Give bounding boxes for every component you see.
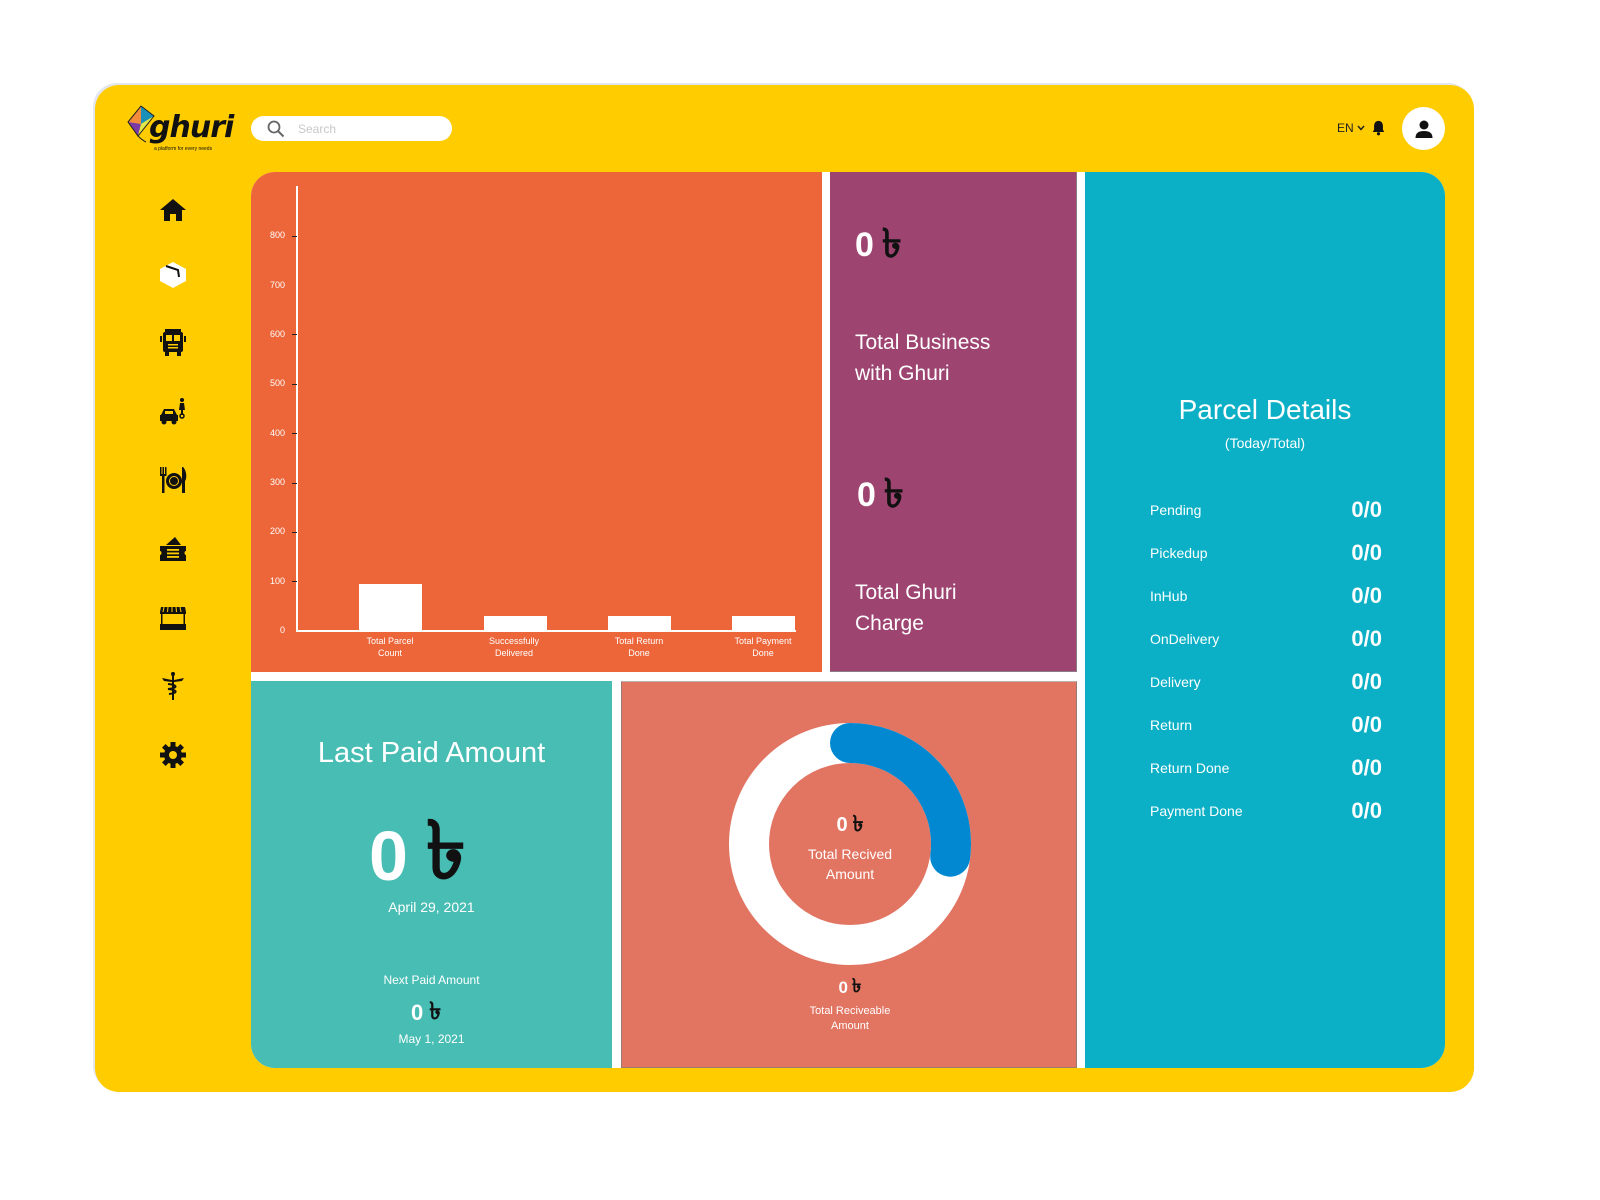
parcel-status-row[interactable]: Delivery 0/0 xyxy=(1150,669,1382,694)
total-charge-amount: 0 ৳ xyxy=(857,462,904,529)
y-tick: 200 xyxy=(269,526,285,536)
ghuri-logo[interactable]: ghuri a platform for every needs xyxy=(124,104,234,154)
sidebar-item-settings[interactable] xyxy=(150,735,196,775)
last-paid-title: Last Paid Amount xyxy=(317,737,546,769)
parcel-details-title: Parcel Details xyxy=(1178,394,1352,425)
y-axis xyxy=(296,186,298,632)
chevron-down-icon xyxy=(1357,125,1365,131)
y-tick: 0 xyxy=(279,625,285,635)
taka-icon: ৳ xyxy=(852,975,862,997)
parcel-status-row[interactable]: Payment Done 0/0 xyxy=(1150,798,1382,823)
shop-icon xyxy=(160,606,186,630)
food-icon xyxy=(160,467,187,493)
sidebar-item-home[interactable] xyxy=(150,190,196,230)
bar-successfully-delivered[interactable] xyxy=(484,616,547,631)
search-icon xyxy=(267,120,285,137)
sidebar-item-ticket[interactable] xyxy=(150,530,196,570)
language-label: EN xyxy=(1337,121,1354,135)
sidebar-item-medical[interactable] xyxy=(150,666,196,706)
total-business-amount: 0 ৳ xyxy=(855,212,902,279)
gear-icon xyxy=(160,742,186,768)
sidebar-item-ride[interactable] xyxy=(150,392,196,432)
kite-icon xyxy=(127,105,155,143)
taka-icon: ৳ xyxy=(881,220,902,267)
receivable-label: Total Reciveable Amount xyxy=(809,1005,891,1032)
received-center: 0 ৳ Total Recived Amount xyxy=(728,807,972,884)
search-bar[interactable] xyxy=(251,116,452,141)
parcel-stats-chart-panel: 0 100 200 300 400 500 600 700 800 Total xyxy=(251,172,822,672)
y-tick: 300 xyxy=(269,477,285,487)
last-paid-panel: Last Paid Amount 0 ৳ April 29, 2021 Next… xyxy=(251,681,612,1068)
y-tick: 100 xyxy=(269,576,285,586)
car-bike-icon xyxy=(160,398,185,425)
sidebar-item-bus[interactable] xyxy=(150,323,196,363)
parcel-status-row[interactable]: Pickedup 0/0 xyxy=(1150,540,1382,565)
x-label: Successfully Delivered xyxy=(488,636,540,658)
x-label: Total Return Done xyxy=(614,636,664,658)
bar-total-parcel-count[interactable] xyxy=(359,584,422,631)
x-label: Total Parcel Count xyxy=(366,636,414,658)
next-paid-date: May 1, 2021 xyxy=(398,1032,465,1046)
next-paid-amount: 0 ৳ xyxy=(411,993,441,1033)
received-donut-chart[interactable] xyxy=(728,722,972,966)
receivable-block: 0 ৳ Total Reciveable Amount xyxy=(622,972,1078,1034)
parcel-status-row[interactable]: OnDelivery 0/0 xyxy=(1150,626,1382,651)
user-icon xyxy=(1415,120,1432,138)
last-paid-amount: 0 ৳ xyxy=(369,789,466,923)
parcel-status-row[interactable]: Pending 0/0 xyxy=(1150,497,1382,522)
business-summary-panel: 0 ৳ Total Business with Ghuri 0 ৳ Total G… xyxy=(830,172,1077,672)
box-icon xyxy=(160,262,186,288)
total-business-label: Total Business with Ghuri xyxy=(855,331,991,385)
y-tick: 600 xyxy=(269,329,285,339)
user-avatar-button[interactable] xyxy=(1402,107,1445,150)
ticket-icon xyxy=(160,537,186,561)
last-paid-date: April 29, 2021 xyxy=(388,899,475,915)
next-paid-label: Next Paid Amount xyxy=(383,973,480,987)
y-tick: 400 xyxy=(269,428,285,438)
taka-icon: ৳ xyxy=(425,803,466,897)
search-input[interactable] xyxy=(298,121,438,136)
received-label: Total Recived Amount xyxy=(807,846,893,882)
sidebar-item-food[interactable] xyxy=(150,460,196,500)
language-selector[interactable]: EN xyxy=(1337,121,1365,135)
sidebar-item-shop[interactable] xyxy=(150,598,196,638)
y-tick: 800 xyxy=(269,230,285,240)
taka-icon: ৳ xyxy=(883,470,904,517)
sidebar-item-parcel[interactable] xyxy=(150,255,196,295)
caduceus-icon xyxy=(162,672,184,700)
taka-icon: ৳ xyxy=(429,996,442,1025)
x-label: Total Payment Done xyxy=(734,636,792,658)
logo-tagline: a platform for every needs xyxy=(154,146,213,152)
parcel-status-row[interactable]: InHub 0/0 xyxy=(1150,583,1382,608)
bell-icon[interactable] xyxy=(1371,120,1386,136)
x-axis xyxy=(296,630,796,632)
bar-total-payment-done[interactable] xyxy=(732,616,795,631)
home-icon xyxy=(160,199,186,221)
total-charge-label: Total Ghuri Charge xyxy=(855,581,957,635)
bar-total-return-done[interactable] xyxy=(608,616,671,631)
parcel-status-row[interactable]: Return Done 0/0 xyxy=(1150,755,1382,780)
y-tick: 500 xyxy=(269,378,285,388)
y-tick: 700 xyxy=(269,280,285,290)
parcel-status-row[interactable]: Return 0/0 xyxy=(1150,712,1382,737)
logo-wordmark: ghuri xyxy=(149,110,234,145)
dashboard-content: 0 100 200 300 400 500 600 700 800 Total xyxy=(251,172,1445,1068)
parcel-details-subtitle: (Today/Total) xyxy=(1224,435,1306,451)
taka-icon: ৳ xyxy=(852,811,864,837)
bus-icon xyxy=(160,329,186,356)
received-amount-panel: 0 ৳ Total Recived Amount 0 ৳ Total Recive… xyxy=(621,681,1077,1068)
parcel-bar-chart: 0 100 200 300 400 500 600 700 800 Total xyxy=(251,172,822,672)
parcel-details-panel: Parcel Details (Today/Total) Pending 0/0 … xyxy=(1085,172,1445,1068)
